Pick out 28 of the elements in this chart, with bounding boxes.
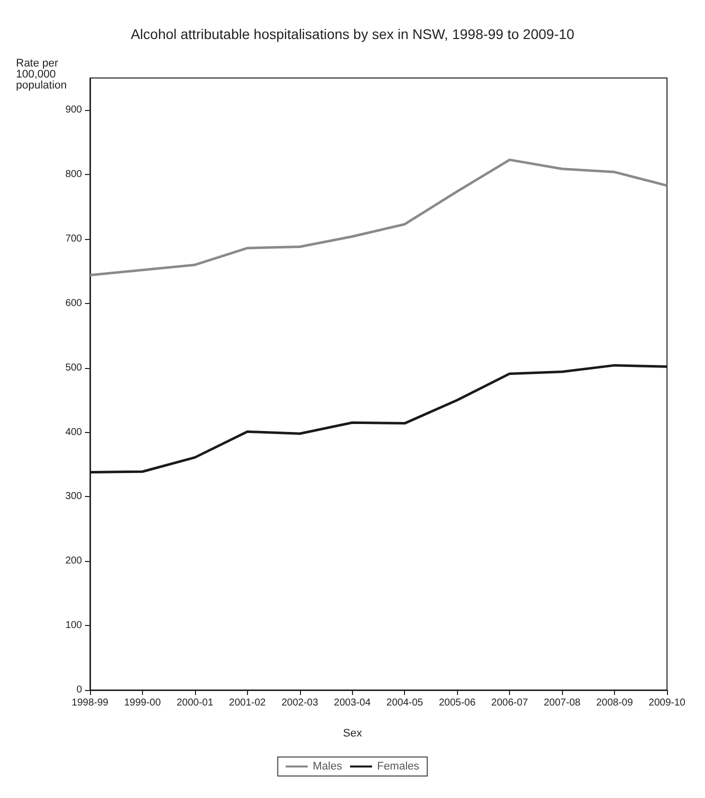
y-tick-label: 500 — [65, 362, 82, 374]
y-tick-label: 200 — [65, 556, 82, 567]
y-tick-label: 800 — [65, 169, 82, 180]
y-tick-label: 600 — [65, 298, 82, 309]
x-tick-label: 1999-00 — [124, 698, 162, 708]
line-series — [88, 158, 668, 276]
x-tick-label: 1998-99 — [72, 698, 109, 708]
y-tick-label: 700 — [65, 234, 82, 245]
y-tick-label: 400 — [65, 426, 82, 438]
x-tick-label: 2000-01 — [176, 698, 214, 708]
y-tick-label: 0 — [76, 684, 82, 696]
legend-label: Females — [377, 760, 420, 772]
x-tick-label: 2007-08 — [544, 698, 581, 708]
x-tick-label: 2008-09 — [596, 698, 634, 708]
x-tick-label: 2005-06 — [438, 698, 476, 708]
x-tick-label: 2009-10 — [648, 698, 686, 708]
y-tick-label: 900 — [65, 104, 82, 116]
chart-title: Alcohol attributable hospitalisations by sex in NSW, 1998-99 to 2009-10 — [130, 26, 575, 42]
y-tick-label: 300 — [65, 491, 82, 502]
y-tick-label: 100 — [65, 620, 82, 632]
x-tick-label: 2003-04 — [334, 698, 372, 708]
x-tick-label: 2002-03 — [281, 698, 319, 708]
x-tick-label: 2006-07 — [491, 698, 528, 708]
x-tick-label: 2001-02 — [229, 698, 266, 708]
legend-title: Sex — [343, 728, 362, 740]
x-tick-label: 2004-05 — [386, 698, 424, 708]
y-axis-title: Rate per 100,000 population — [16, 58, 67, 92]
legend-label: Males — [312, 760, 343, 772]
